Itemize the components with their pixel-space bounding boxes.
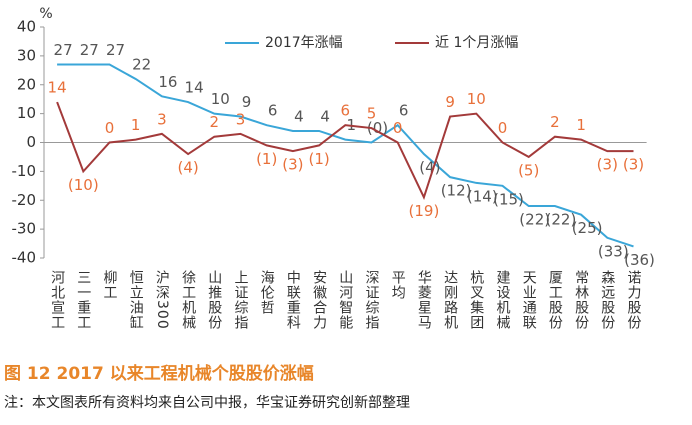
line-series [57, 63, 634, 248]
x-tick-label: 华菱星马 [416, 270, 432, 330]
unit-label: % [39, 6, 52, 22]
data-label: 6 [341, 102, 351, 120]
data-label: 10 [211, 90, 230, 108]
y-tick-label: -40 [12, 249, 37, 267]
data-label: (22) [546, 211, 577, 229]
data-label: (4) [177, 159, 198, 177]
x-tick-label: 常林股份 [573, 270, 589, 330]
x-tick-label: 海伦哲 [259, 270, 275, 315]
data-label: 0 [498, 119, 508, 137]
data-label: 9 [445, 93, 455, 111]
data-label: 1 [576, 116, 586, 134]
x-tick-label: 建设机械 [495, 270, 511, 330]
y-tick-label: 40 [17, 18, 36, 36]
data-label: 14 [48, 79, 67, 97]
note: 注：本文图表所有资料均来自公司中报，华宝证券研究创新部整理 [4, 395, 410, 411]
data-label: 5 [367, 105, 377, 123]
data-label: (5) [518, 161, 539, 179]
x-tick-label: 三一重工 [75, 270, 91, 330]
x-tick-label: 安徽合力 [311, 270, 327, 330]
caption: 图 12 2017 以来工程机械个股股价涨幅 [4, 363, 314, 384]
data-label: (33) [598, 242, 629, 260]
data-label: 2 [550, 113, 560, 131]
x-tick-label: 诺力股份 [626, 270, 642, 330]
data-label: 4 [294, 107, 304, 125]
data-label: (1) [256, 150, 277, 168]
data-label: (0) [367, 119, 388, 137]
y-tick-label: 30 [17, 46, 36, 64]
data-label: (36) [624, 251, 655, 269]
x-tick-label: 深证综指 [364, 270, 380, 330]
data-label: 16 [158, 73, 177, 91]
x-tick-label: 沪深300 [154, 270, 170, 330]
data-label: 3 [157, 110, 167, 128]
data-label: (10) [68, 176, 99, 194]
x-tick-label: 天业通联 [521, 270, 537, 330]
data-label: (12) [441, 182, 472, 200]
line-series [56, 101, 634, 201]
y-tick-label: -10 [12, 162, 37, 180]
data-label: 27 [54, 41, 73, 59]
data-label: (25) [572, 219, 603, 237]
data-label: (22) [519, 211, 550, 229]
data-label: 22 [132, 55, 151, 73]
y-tick-label: 20 [17, 75, 36, 93]
x-tick-label: 柳工 [102, 269, 118, 300]
data-label: 3 [236, 110, 246, 128]
data-label: 6 [399, 102, 409, 120]
x-tick-label: 平均 [390, 270, 406, 300]
x-tick-label: 恒立油缸 [128, 270, 144, 330]
legend-label: 2017年涨幅 [265, 35, 343, 51]
x-tick-label: 杭叉集团 [468, 270, 484, 330]
data-label: (3) [597, 156, 618, 174]
x-tick-label: 达刚路机 [442, 270, 458, 330]
x-tick-label: 上证综指 [233, 270, 249, 330]
data-label: 6 [268, 102, 278, 120]
x-tick-label: 河北宣工 [49, 270, 65, 330]
data-label: (3) [623, 156, 644, 174]
data-label: (14) [467, 187, 498, 205]
y-tick-label: -20 [12, 191, 37, 209]
y-tick-label: -30 [12, 220, 37, 238]
legend-label: 近 1个月涨幅 [435, 35, 518, 51]
data-label: 1 [131, 116, 141, 134]
data-label: 0 [393, 119, 403, 137]
y-tick-label: 0 [26, 133, 36, 151]
x-tick-label: 森远股份 [599, 270, 615, 330]
x-tick-label: 徐工机械 [180, 270, 196, 330]
data-label: 27 [80, 41, 99, 59]
x-tick-label: 山推股份 [206, 270, 222, 330]
data-label: 27 [106, 41, 125, 59]
data-label: (19) [409, 202, 440, 220]
data-label: 2 [210, 113, 220, 131]
x-tick-label: 中联重科 [285, 270, 301, 330]
data-label: (1) [308, 150, 329, 168]
x-tick-label: 厦工股份 [547, 270, 563, 330]
x-tick-label: 山河智能 [337, 270, 353, 330]
data-label: 0 [105, 119, 115, 137]
data-label: (15) [493, 190, 524, 208]
data-label: (3) [282, 156, 303, 174]
data-label: (4) [419, 159, 440, 177]
y-tick-label: 10 [17, 104, 36, 122]
data-label: 14 [185, 79, 204, 97]
data-label: 10 [467, 90, 486, 108]
data-label: 9 [242, 93, 252, 111]
data-label: 4 [320, 107, 330, 125]
